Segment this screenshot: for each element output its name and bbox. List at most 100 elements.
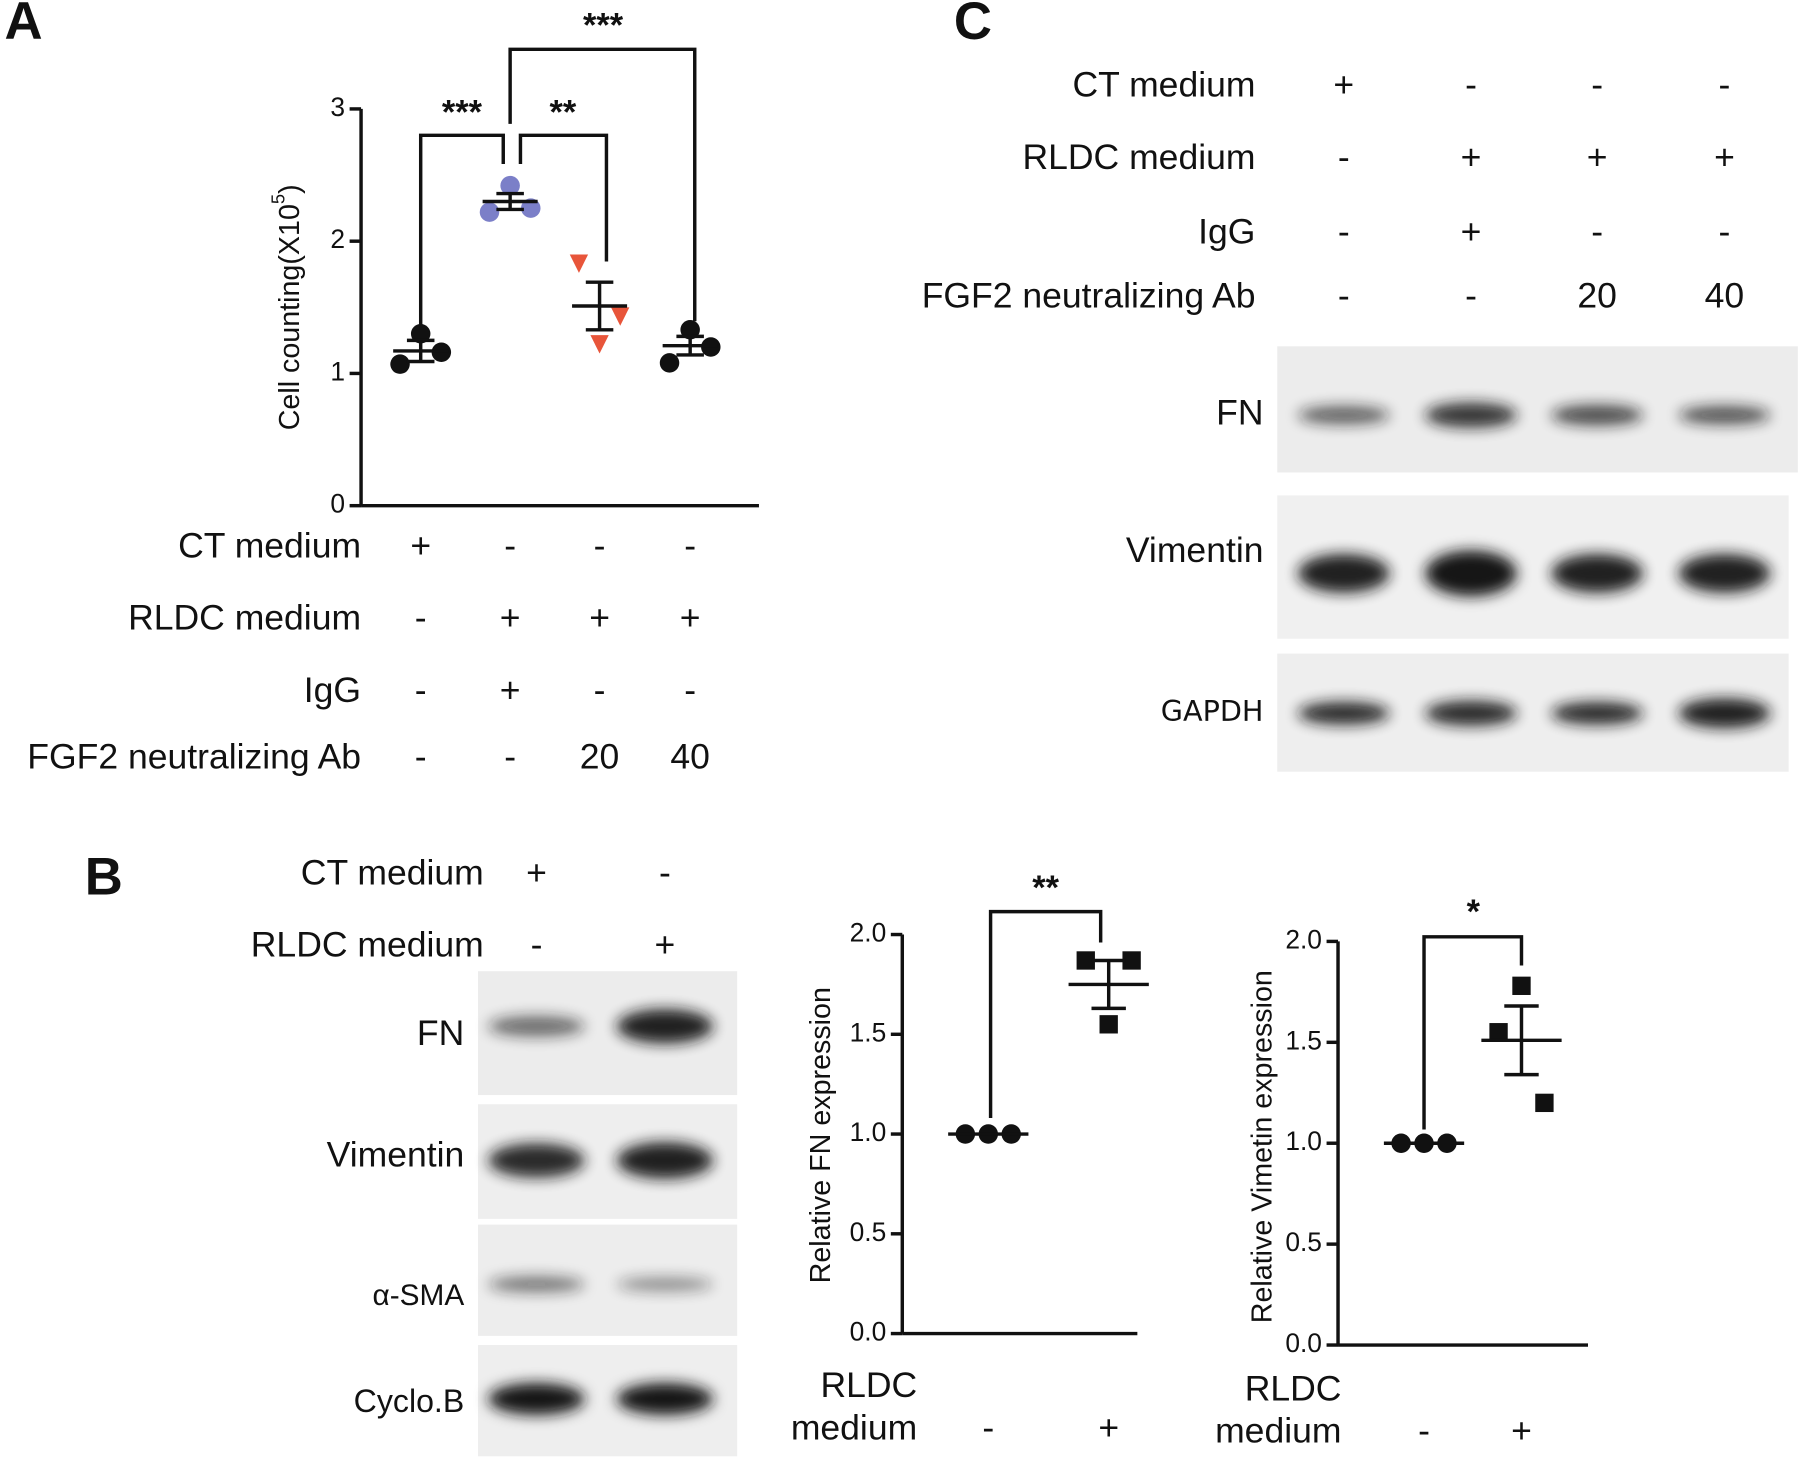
- significance-label: *: [1467, 893, 1481, 931]
- blot-band: [1425, 550, 1517, 597]
- y-axis-label-part: 5: [267, 194, 288, 204]
- row-value: -: [684, 525, 696, 565]
- row-value: +: [1461, 211, 1482, 251]
- blot-band: [1551, 553, 1644, 593]
- row-value: +: [1587, 137, 1608, 177]
- y-axis-label: Relative FN expression: [805, 987, 837, 1283]
- point: [390, 354, 410, 374]
- panel-label: C: [954, 0, 992, 51]
- blot-band: [1425, 700, 1517, 726]
- blot-band: [616, 1142, 714, 1179]
- band-label: α-SMA: [373, 1279, 465, 1312]
- band-label: FN: [1216, 392, 1263, 432]
- blot-band: [1678, 698, 1771, 729]
- row-value: -: [1338, 211, 1350, 251]
- point: [1535, 1093, 1554, 1113]
- row-value: -: [1719, 211, 1731, 251]
- row-value: +: [526, 852, 547, 892]
- row-value: +: [1461, 137, 1482, 177]
- error-bar: [406, 338, 435, 364]
- blot-band: [616, 1277, 714, 1292]
- point: [521, 198, 541, 218]
- row-label: RLDC medium: [1022, 137, 1255, 177]
- error-bar: [585, 280, 614, 332]
- row-value: -: [504, 736, 516, 776]
- band-label: Vimentin: [1126, 530, 1264, 570]
- row-label: CT medium: [301, 852, 484, 892]
- row-value: +: [680, 598, 701, 638]
- y-axis-label-part: Relative Vimetin expression: [1246, 970, 1278, 1323]
- blot-band: [1425, 402, 1517, 428]
- y-tick-label: 1: [330, 356, 345, 386]
- significance-bracket: [418, 133, 505, 325]
- point: [1489, 1023, 1508, 1042]
- error-bar: [676, 334, 704, 357]
- row-value: +: [500, 670, 521, 710]
- row-value: -: [594, 670, 606, 710]
- row-value: -: [1465, 276, 1477, 316]
- y-tick-label: 0.0: [850, 1317, 887, 1347]
- panel-label: A: [4, 0, 42, 51]
- row-value: -: [415, 670, 427, 710]
- point: [1122, 951, 1141, 970]
- error-bar: [496, 191, 524, 212]
- significance-label: ***: [442, 94, 483, 132]
- y-tick-label: 3: [330, 92, 345, 122]
- row-value: +: [410, 525, 431, 565]
- row-label: RLDC: [820, 1365, 917, 1405]
- y-axis-label: Relative Vimetin expression: [1246, 970, 1278, 1323]
- row-value: +: [655, 925, 676, 965]
- row-label: medium: [1215, 1411, 1341, 1451]
- point: [659, 353, 680, 373]
- row-label: FGF2 neutralizing Ab: [27, 736, 361, 776]
- significance-bracket: [518, 133, 609, 262]
- point: [1076, 951, 1095, 970]
- row-value: +: [1333, 65, 1354, 105]
- error-bar: [1504, 1004, 1539, 1077]
- point: [590, 335, 609, 354]
- row-label: medium: [791, 1407, 917, 1447]
- band-label: GAPDH: [1161, 694, 1264, 728]
- row-value: +: [1714, 137, 1735, 177]
- row-value: 40: [670, 736, 710, 776]
- y-tick-label: 1.5: [1285, 1025, 1322, 1055]
- panel-label: B: [85, 848, 123, 907]
- y-tick-label: 2: [330, 224, 345, 254]
- point: [569, 254, 589, 273]
- row-value: -: [1591, 211, 1603, 251]
- row-value: -: [504, 525, 516, 565]
- y-tick-label: 0.5: [1285, 1227, 1322, 1257]
- row-label: CT medium: [1072, 65, 1255, 105]
- blot-band: [488, 1143, 585, 1178]
- row-value: -: [1465, 65, 1477, 105]
- row-value: 20: [1577, 276, 1617, 316]
- band-label: Vimentin: [327, 1134, 465, 1174]
- row-label: RLDC: [1245, 1368, 1342, 1408]
- point: [500, 175, 520, 196]
- row-value: -: [1719, 65, 1731, 105]
- blot-band: [1297, 553, 1390, 593]
- y-axis-label-part: Relative FN expression: [805, 987, 837, 1283]
- error-bar: [1091, 958, 1126, 1011]
- blot-band: [488, 1382, 585, 1415]
- row-value: -: [659, 852, 671, 892]
- row-value: -: [1338, 137, 1350, 177]
- significance-label: ***: [583, 7, 624, 45]
- row-label: CT medium: [178, 525, 361, 565]
- y-axis-label-part: Cell counting(X10: [274, 204, 306, 430]
- row-value: -: [684, 670, 696, 710]
- blot-band: [616, 1382, 714, 1415]
- point: [680, 320, 700, 340]
- point: [410, 324, 431, 344]
- y-tick-label: 1.5: [850, 1017, 887, 1047]
- significance-label: **: [549, 94, 576, 132]
- blot-band: [1551, 701, 1644, 725]
- band-label: FN: [417, 1013, 464, 1053]
- y-tick-label: 0.0: [1285, 1328, 1322, 1358]
- significance-label: **: [1032, 869, 1059, 907]
- row-value: -: [1418, 1411, 1430, 1451]
- row-value: +: [589, 598, 610, 638]
- y-tick-label: 1.0: [1285, 1126, 1322, 1156]
- y-axis-label: Cell counting(X105): [267, 184, 305, 430]
